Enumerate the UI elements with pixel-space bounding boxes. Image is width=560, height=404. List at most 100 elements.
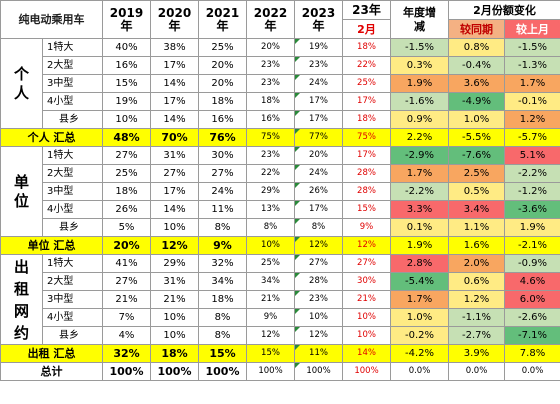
cell: 10%	[342, 326, 391, 345]
table-row: 出租网约 1特大 41% 29% 32% 25% 27% 27% 2.8% 2.…	[0, 254, 560, 345]
cell: 20%	[198, 56, 247, 75]
table-row: 2大型 16% 17% 20% 23% 23% 22% 0.3% -0.4% -…	[1, 56, 560, 75]
cell: -1.3%	[504, 56, 560, 75]
year-2022-header: 2022 年	[246, 0, 295, 39]
total-row: 总计 100% 100% 100% 100% 100% 100% 0.0% 0.…	[0, 362, 560, 381]
cell: 40%	[102, 38, 151, 57]
cell: 75%	[246, 128, 295, 147]
row-label: 4小型	[42, 308, 103, 327]
summary-label: 个人 汇总	[0, 128, 103, 147]
cell: 0.5%	[448, 182, 505, 201]
cell: 1.2%	[448, 290, 505, 309]
cell: 10%	[150, 218, 199, 237]
cell: 25%	[246, 254, 295, 273]
row-label: 1特大	[42, 146, 103, 165]
cell: 17%	[294, 200, 343, 219]
cell: 27%	[150, 164, 199, 183]
cell: -0.2%	[390, 326, 449, 345]
summary-row-personal: 个人 汇总 48% 70% 76% 75% 77% 75% 2.2% -5.5%…	[0, 128, 560, 147]
cell: 0.9%	[390, 110, 449, 129]
cell: 10%	[294, 308, 343, 327]
summary-label: 出租 汇总	[0, 344, 103, 363]
cell: 18%	[102, 182, 151, 201]
cell: 5.1%	[504, 146, 560, 165]
cell: 15%	[342, 200, 391, 219]
cell: 15%	[102, 74, 151, 93]
cell: 24%	[294, 74, 343, 93]
cell: 1.9%	[390, 74, 449, 93]
cell: 20%	[102, 236, 151, 255]
cell: 19%	[294, 38, 343, 57]
cell: -1.1%	[448, 308, 505, 327]
cell: -4.2%	[390, 344, 449, 363]
summary-row-unit: 单位 汇总 20% 12% 9% 10% 12% 12% 1.9% 1.6% -…	[0, 236, 560, 255]
cell: 11%	[294, 344, 343, 363]
group-label-personal: 个人	[0, 38, 43, 129]
row-label: 4小型	[42, 200, 103, 219]
cell: 0.0%	[504, 362, 560, 381]
cell: -1.6%	[390, 92, 449, 111]
cell: -4.9%	[448, 92, 505, 111]
cell: -3.6%	[504, 200, 560, 219]
table-row: 县乡 5% 10% 8% 8% 8% 9% 0.1% 1.1% 1.9%	[1, 218, 560, 237]
cell: -2.2%	[390, 182, 449, 201]
cell: -0.4%	[448, 56, 505, 75]
cell: 77%	[294, 128, 343, 147]
cell: 2.5%	[448, 164, 505, 183]
cell: 100%	[150, 362, 199, 381]
cell: 23%	[246, 56, 295, 75]
cell: 0.8%	[448, 38, 505, 57]
cell: -0.9%	[504, 254, 560, 273]
table-row: 县乡 4% 10% 8% 12% 12% 10% -0.2% -2.7% -7.…	[1, 326, 560, 345]
table-title: 纯电动乘用车	[0, 0, 103, 39]
cell: -7.6%	[448, 146, 505, 165]
cell: 8%	[246, 218, 295, 237]
cell: 0.0%	[390, 362, 449, 381]
group-label-taxi: 出租网约	[0, 254, 43, 345]
row-label: 2大型	[42, 272, 103, 291]
cell: 15%	[198, 344, 247, 363]
cell: 16%	[246, 110, 295, 129]
cell: 21%	[342, 290, 391, 309]
cell: 21%	[246, 290, 295, 309]
cell: 20%	[294, 146, 343, 165]
cell: -2.7%	[448, 326, 505, 345]
table-row: 4小型 7% 10% 8% 9% 10% 10% 1.0% -1.1% -2.6…	[1, 308, 560, 327]
row-label: 3中型	[42, 74, 103, 93]
row-label: 县乡	[42, 218, 103, 237]
cell: 17%	[294, 92, 343, 111]
cell: 17%	[150, 92, 199, 111]
cell: 14%	[150, 110, 199, 129]
cell: 10%	[342, 308, 391, 327]
cell: 28%	[342, 164, 391, 183]
cell: 0.3%	[390, 56, 449, 75]
cell: 15%	[246, 344, 295, 363]
cell: 7.8%	[504, 344, 560, 363]
table-row: 4小型 19% 17% 18% 18% 17% 17% -1.6% -4.9% …	[1, 92, 560, 111]
cell: 100%	[198, 362, 247, 381]
cell: 31%	[150, 146, 199, 165]
cell: 18%	[198, 290, 247, 309]
cell: 17%	[342, 92, 391, 111]
cell: 8%	[198, 218, 247, 237]
cell: 3.3%	[390, 200, 449, 219]
feb-header: 2月	[342, 19, 391, 39]
cell: 9%	[342, 218, 391, 237]
cell: 1.9%	[390, 236, 449, 255]
cell: 27%	[294, 254, 343, 273]
cell: 18%	[198, 92, 247, 111]
cell: 7%	[102, 308, 151, 327]
table-row: 县乡 10% 14% 16% 16% 17% 18% 0.9% 1.0% 1.2…	[1, 110, 560, 129]
cell: 1.7%	[390, 290, 449, 309]
cell: 23%	[246, 146, 295, 165]
cell: 1.1%	[448, 218, 505, 237]
cell: 16%	[198, 110, 247, 129]
cell: 48%	[102, 128, 151, 147]
cell: 0.6%	[448, 272, 505, 291]
cell: 27%	[102, 272, 151, 291]
cell: 10%	[150, 308, 199, 327]
table-row: 2大型 27% 31% 34% 34% 28% 30% -5.4% 0.6% 4…	[1, 272, 560, 291]
cell: 23%	[294, 290, 343, 309]
summary-label: 单位 汇总	[0, 236, 103, 255]
year-2020-header: 2020 年	[150, 0, 199, 39]
